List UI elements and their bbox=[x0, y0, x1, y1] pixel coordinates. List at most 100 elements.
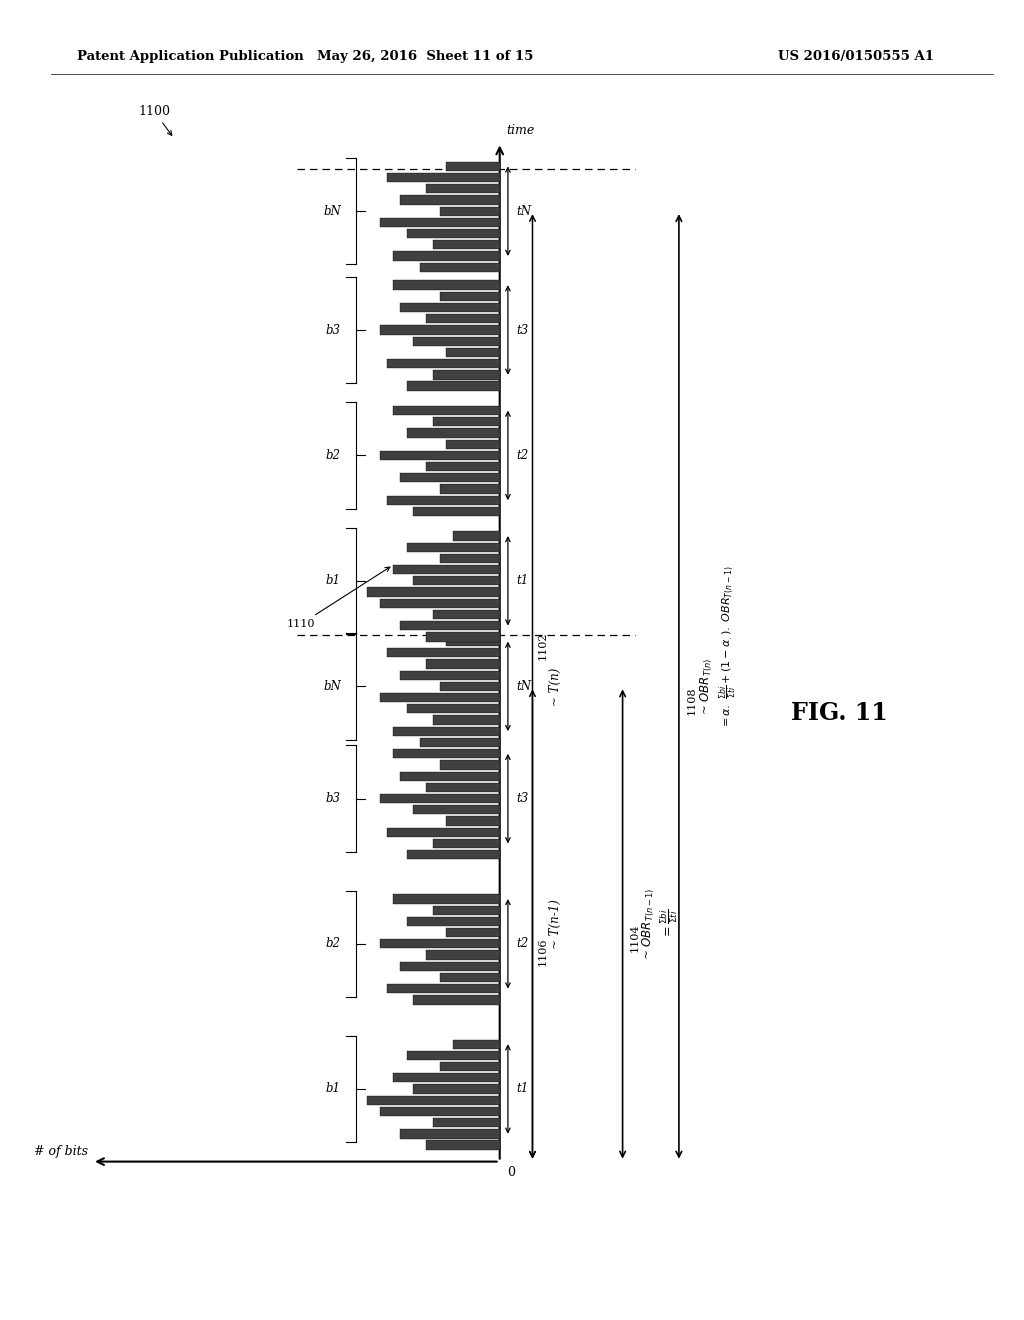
Bar bbox=[420, 263, 500, 272]
Bar bbox=[393, 895, 500, 904]
Bar bbox=[426, 783, 500, 792]
Bar bbox=[387, 985, 500, 994]
Bar bbox=[407, 916, 500, 927]
Bar bbox=[407, 543, 500, 552]
Bar bbox=[393, 565, 500, 574]
Bar bbox=[399, 961, 500, 972]
Text: t3: t3 bbox=[516, 323, 528, 337]
Bar bbox=[426, 660, 500, 668]
Bar bbox=[393, 748, 500, 758]
Text: b2: b2 bbox=[326, 449, 341, 462]
Text: 1104: 1104 bbox=[630, 924, 640, 953]
Bar bbox=[393, 405, 500, 414]
Bar bbox=[380, 450, 500, 459]
Bar bbox=[413, 507, 500, 516]
Text: bN: bN bbox=[324, 680, 341, 693]
Text: $= \alpha.\ \frac{\Sigma bi}{\Sigma ti} + (1 - \alpha_{.}).\ OBR_{T(n-1)}$: $= \alpha.\ \frac{\Sigma bi}{\Sigma ti} … bbox=[718, 565, 738, 729]
Bar bbox=[440, 484, 500, 494]
Text: 1100: 1100 bbox=[138, 104, 172, 136]
Bar bbox=[433, 715, 500, 725]
Bar bbox=[407, 381, 500, 391]
Bar bbox=[407, 428, 500, 437]
Bar bbox=[380, 1106, 500, 1117]
Text: t1: t1 bbox=[516, 1082, 528, 1096]
Text: 1106: 1106 bbox=[538, 937, 548, 966]
Text: t3: t3 bbox=[516, 792, 528, 805]
Text: b3: b3 bbox=[326, 323, 341, 337]
Bar bbox=[380, 218, 500, 227]
Bar bbox=[367, 587, 500, 597]
Bar bbox=[446, 161, 500, 170]
Text: time: time bbox=[506, 124, 535, 137]
Bar bbox=[426, 462, 500, 471]
Bar bbox=[380, 940, 500, 948]
Text: 1110: 1110 bbox=[287, 568, 390, 630]
Bar bbox=[380, 598, 500, 607]
Bar bbox=[393, 251, 500, 261]
Text: ~ $OBR_{T(n)}$: ~ $OBR_{T(n)}$ bbox=[698, 657, 715, 715]
Bar bbox=[380, 325, 500, 334]
Bar bbox=[446, 928, 500, 937]
Text: tN: tN bbox=[516, 205, 531, 218]
Text: b1: b1 bbox=[326, 1082, 341, 1096]
Text: b2: b2 bbox=[326, 937, 341, 950]
Text: ~ T(n): ~ T(n) bbox=[549, 667, 561, 706]
Bar bbox=[407, 850, 500, 859]
Bar bbox=[433, 370, 500, 380]
Bar bbox=[440, 973, 500, 982]
Bar bbox=[426, 183, 500, 193]
Text: t1: t1 bbox=[516, 574, 528, 587]
Bar bbox=[446, 636, 500, 645]
Text: May 26, 2016  Sheet 11 of 15: May 26, 2016 Sheet 11 of 15 bbox=[316, 50, 534, 63]
Bar bbox=[387, 359, 500, 368]
Bar bbox=[387, 173, 500, 182]
Bar bbox=[393, 726, 500, 737]
Text: ~ T(n-1): ~ T(n-1) bbox=[549, 899, 561, 949]
Text: FIG. 11: FIG. 11 bbox=[792, 701, 888, 725]
Bar bbox=[426, 632, 500, 642]
Bar bbox=[399, 671, 500, 680]
Text: tN: tN bbox=[516, 680, 531, 693]
Bar bbox=[380, 795, 500, 803]
Bar bbox=[399, 302, 500, 312]
Bar bbox=[446, 816, 500, 826]
Bar bbox=[399, 195, 500, 205]
Bar bbox=[426, 314, 500, 323]
Bar bbox=[433, 1118, 500, 1127]
Bar bbox=[426, 950, 500, 960]
Bar bbox=[393, 1073, 500, 1082]
Bar bbox=[440, 206, 500, 215]
Bar bbox=[387, 828, 500, 837]
Bar bbox=[433, 240, 500, 249]
Bar bbox=[407, 1051, 500, 1060]
Bar bbox=[426, 1140, 500, 1150]
Text: b1: b1 bbox=[326, 574, 341, 587]
Bar bbox=[407, 230, 500, 238]
Text: t2: t2 bbox=[516, 937, 528, 950]
Bar bbox=[399, 1130, 500, 1138]
Bar bbox=[393, 280, 500, 289]
Bar bbox=[399, 771, 500, 780]
Bar bbox=[407, 704, 500, 713]
Bar bbox=[440, 760, 500, 770]
Text: US 2016/0150555 A1: US 2016/0150555 A1 bbox=[778, 50, 934, 63]
Bar bbox=[433, 906, 500, 915]
Bar bbox=[413, 1085, 500, 1093]
Bar bbox=[433, 417, 500, 426]
Bar bbox=[413, 576, 500, 585]
Bar bbox=[446, 347, 500, 356]
Bar bbox=[387, 648, 500, 657]
Bar bbox=[420, 738, 500, 747]
Bar bbox=[440, 1061, 500, 1072]
Text: Patent Application Publication: Patent Application Publication bbox=[77, 50, 303, 63]
Bar bbox=[440, 292, 500, 301]
Bar bbox=[367, 1096, 500, 1105]
Text: ~ $OBR_{T(n-1)}$: ~ $OBR_{T(n-1)}$ bbox=[641, 888, 657, 960]
Bar bbox=[440, 681, 500, 692]
Bar bbox=[399, 473, 500, 482]
Text: 1102: 1102 bbox=[538, 631, 548, 660]
Bar bbox=[413, 337, 500, 346]
Text: # of bits: # of bits bbox=[34, 1144, 88, 1158]
Bar bbox=[380, 693, 500, 702]
Text: 1108: 1108 bbox=[686, 686, 696, 715]
